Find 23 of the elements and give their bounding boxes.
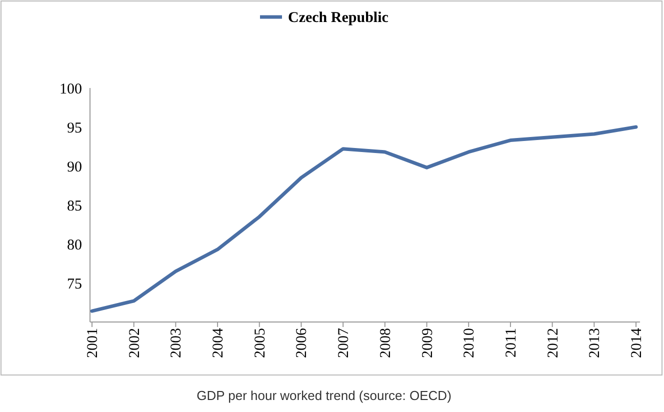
x-tick-label: 2006 xyxy=(294,328,310,358)
x-tick-label: 2009 xyxy=(420,328,436,358)
y-tick-label: 80 xyxy=(67,237,82,254)
x-tick-label: 2002 xyxy=(126,328,143,358)
x-tick-label: 2013 xyxy=(587,328,604,358)
x-tick-label: 2005 xyxy=(252,328,268,358)
x-tick-label: 2010 xyxy=(462,328,478,358)
x-tick-label: 2011 xyxy=(503,328,520,358)
line-series xyxy=(90,125,638,313)
x-tick-label: 2004 xyxy=(210,328,227,358)
x-tick-label: 2003 xyxy=(168,328,185,358)
x-tick-label: 2007 xyxy=(336,328,352,358)
x-tick-label: 2012 xyxy=(545,328,562,358)
text: GDP per hour worked trend (source: OECD) xyxy=(196,388,452,403)
x-tick-label: 2001 xyxy=(85,328,101,358)
x-tick-label: 2014 xyxy=(629,328,645,358)
y-tick-label: 95 xyxy=(67,120,82,136)
y-tick-label: 100 xyxy=(60,81,82,98)
y-tick-label: 85 xyxy=(67,198,82,214)
y-tick-label: 75 xyxy=(67,276,82,292)
legend-label: Czech Republic xyxy=(288,10,389,26)
x-tick-label: 2008 xyxy=(378,328,394,358)
y-tick-label: 90 xyxy=(67,159,82,176)
